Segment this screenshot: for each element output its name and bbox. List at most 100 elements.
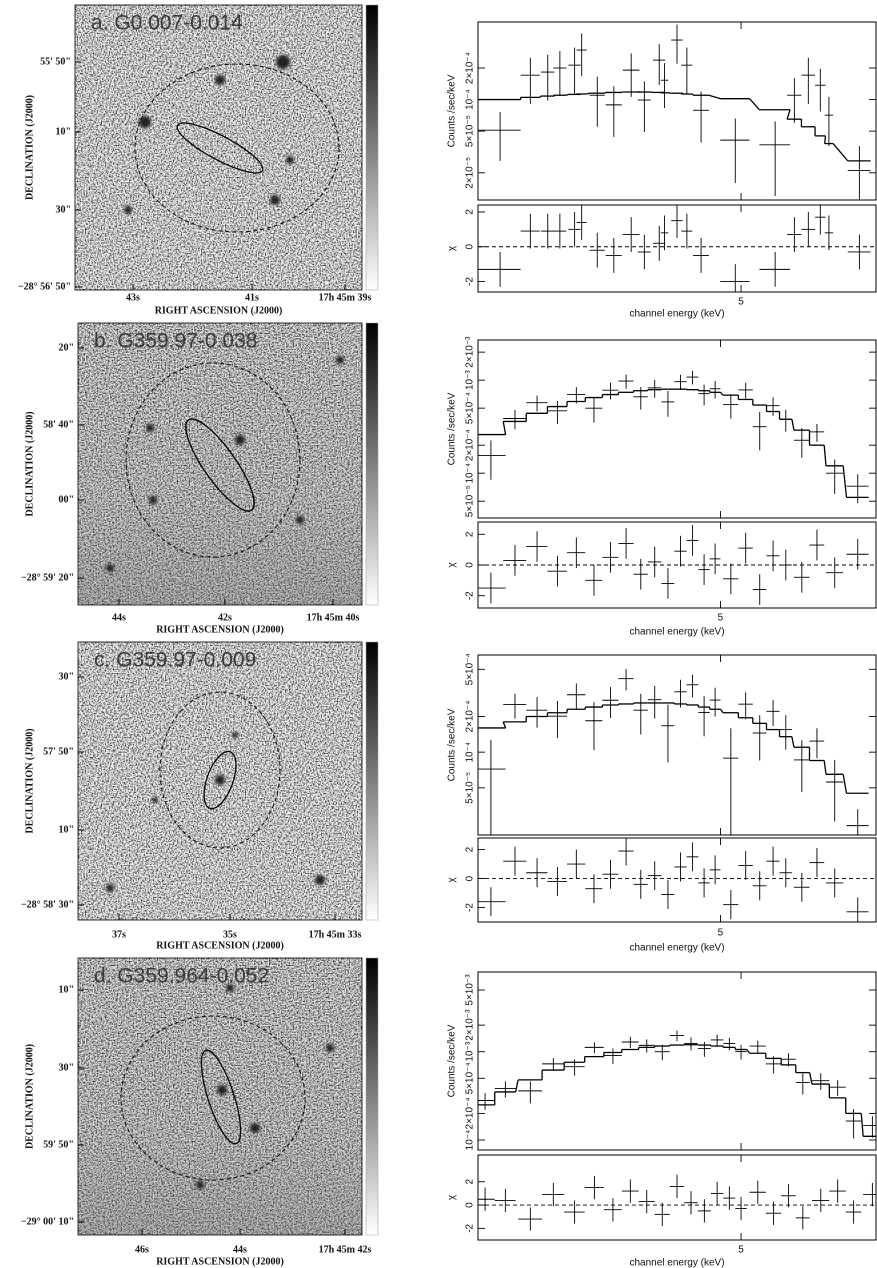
y-tick-label: 5×10⁻³: [465, 974, 476, 1006]
residual-y-tick-label: 2: [465, 846, 476, 852]
dec-tick-label: 20": [58, 342, 74, 353]
spectrum-frame: [477, 339, 877, 519]
residual-axis-label: χ: [447, 562, 458, 568]
point-source: [106, 564, 114, 572]
image-title: b. G359.97-0.038: [94, 330, 257, 353]
point-source: [106, 884, 114, 892]
residual-plot: [478, 838, 876, 922]
residual-y-tick-label: 0: [465, 244, 476, 250]
dec-axis-label: DECLINATION (J2000): [24, 1044, 35, 1149]
model-riser: [791, 736, 795, 748]
y-tick-label: 5×10⁻⁴: [465, 392, 476, 424]
background-region: [125, 362, 301, 558]
model-riser: [719, 708, 724, 714]
image-frame: [77, 957, 363, 1236]
model-riser: [791, 419, 795, 431]
ra-tick-label: 42s: [218, 612, 232, 623]
ra-axis-label: RIGHT ASCENSION (J2000): [156, 940, 284, 951]
dec-tick-label: 30": [58, 1062, 74, 1073]
residual-frame: [477, 837, 877, 923]
source-region: [203, 750, 237, 810]
residual-y-tick-label: 2: [465, 1179, 476, 1185]
model-riser: [719, 391, 724, 396]
residual-y-tick-label: 0: [465, 562, 476, 568]
residual-axis-label: χ: [447, 1194, 458, 1200]
background-region: [159, 691, 281, 849]
image-title: a. G0.007-0.014: [91, 12, 243, 35]
ra-tick-label: 17h 45m 40s: [307, 612, 360, 623]
dec-tick-label: 10": [55, 126, 71, 137]
point-source: [139, 116, 151, 128]
point-source: [296, 516, 304, 524]
y-tick-label: 5×10⁻⁴: [465, 1062, 476, 1094]
model-riser: [786, 109, 791, 120]
spectrum-plot: [478, 669, 869, 835]
point-source: [217, 1085, 227, 1095]
x-tick-label: 5: [738, 1245, 744, 1256]
y-tick-label: 2×10⁻³: [465, 336, 476, 368]
spectrum-frame: [477, 21, 877, 201]
image-frame: [74, 4, 363, 291]
point-source: [146, 424, 154, 432]
model-riser: [552, 94, 555, 97]
spectrum-plot: [478, 370, 869, 504]
residual-y-tick-label: -2: [465, 277, 476, 286]
y-tick-label: 2×10⁻⁵: [465, 157, 476, 189]
dec-axis-label: DECLINATION (J2000): [24, 95, 35, 200]
point-source: [315, 875, 325, 885]
model-riser: [749, 98, 760, 111]
spectrum-frame: [477, 654, 877, 836]
residual-y-tick-label: 0: [465, 1202, 476, 1208]
dec-axis-label: DECLINATION (J2000): [24, 411, 35, 516]
image-diffuse-emission: [78, 323, 362, 605]
colorbar: [365, 957, 379, 1236]
point-source: [124, 206, 132, 214]
dec-tick-label: −28° 58' 30": [21, 899, 74, 910]
residual-y-tick-label: -2: [465, 903, 476, 912]
point-source: [215, 75, 225, 85]
ra-axis-label: RIGHT ASCENSION (J2000): [156, 1256, 284, 1267]
x-tick-label: 5: [718, 613, 724, 624]
point-source: [250, 1123, 260, 1133]
source-region: [200, 1049, 242, 1145]
y-tick-label: 10⁻³: [465, 370, 476, 390]
residual-axis-label: χ: [447, 245, 458, 251]
y-tick-label: 2×10⁻⁴: [465, 700, 476, 732]
point-source: [326, 1044, 334, 1052]
model-riser: [514, 1079, 519, 1093]
point-source: [286, 156, 294, 164]
ra-tick-label: 44s: [233, 1244, 247, 1255]
y-axis-label: Counts /sec/keV: [447, 74, 458, 147]
point-source: [235, 435, 245, 445]
model-riser: [604, 91, 607, 94]
residual-frame: [477, 521, 877, 609]
ra-tick-label: 44s: [112, 612, 126, 623]
y-tick-label: 2×10⁻⁴: [465, 429, 476, 461]
model-riser: [746, 1049, 751, 1054]
y-tick-label: 5×10⁻⁴: [465, 653, 476, 685]
model-riser: [823, 445, 827, 466]
residual-plot: [478, 525, 876, 605]
image-title: d. G359.964-0.052: [94, 965, 269, 988]
dec-tick-label: 30": [58, 671, 74, 682]
point-source: [232, 732, 238, 738]
dec-tick-label: 10": [58, 824, 74, 835]
residual-axis-label: χ: [447, 877, 458, 883]
point-source: [270, 195, 280, 205]
residual-y-tick-label: 2: [465, 209, 476, 215]
residual-y-tick-label: -2: [465, 591, 476, 600]
residual-y-tick-label: -2: [465, 1223, 476, 1232]
residual-y-tick-label: 0: [465, 875, 476, 881]
dec-tick-label: 59' 50": [43, 1139, 74, 1150]
model-riser: [691, 93, 694, 96]
residual-frame: [477, 204, 877, 293]
dec-tick-label: 30": [55, 204, 71, 215]
ra-tick-label: 43s: [126, 292, 140, 303]
image-frame: [77, 322, 363, 606]
model-riser: [680, 92, 684, 95]
colorbar: [365, 4, 379, 291]
ra-tick-label: 46s: [135, 1244, 149, 1255]
y-tick-label: 10⁻⁴: [465, 742, 476, 763]
model-riser: [842, 465, 848, 498]
